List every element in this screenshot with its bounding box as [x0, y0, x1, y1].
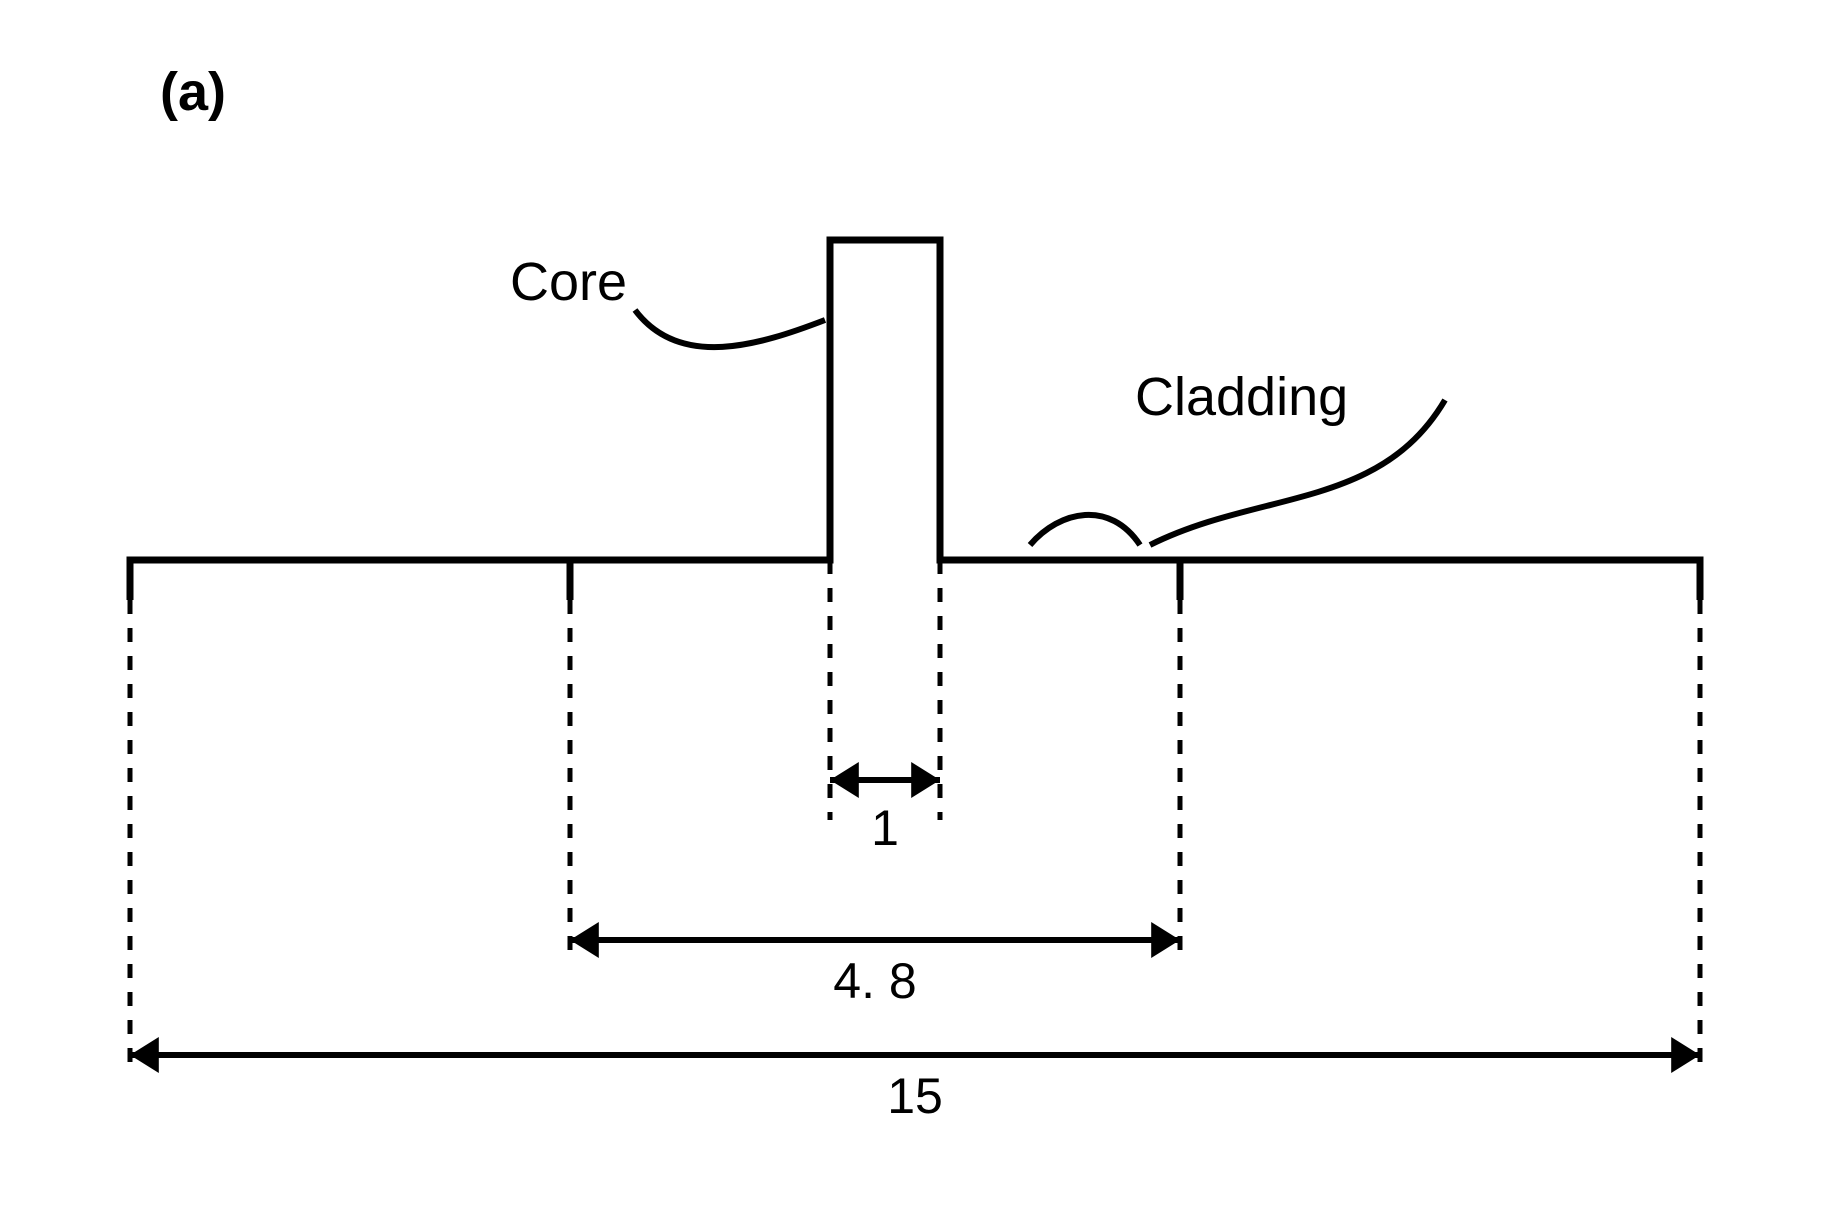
panel-label: (a): [160, 62, 226, 122]
dim-inner-value: 4. 8: [833, 953, 916, 1009]
dimension-arrows: [130, 762, 1700, 1073]
profile-outline: [130, 240, 1700, 600]
core-leader: [635, 310, 825, 347]
dim-core-value: 1: [871, 800, 899, 856]
dim-outer-value: 15: [887, 1068, 943, 1124]
cladding-label: Cladding: [1135, 367, 1348, 427]
core-label: Core: [510, 252, 627, 312]
